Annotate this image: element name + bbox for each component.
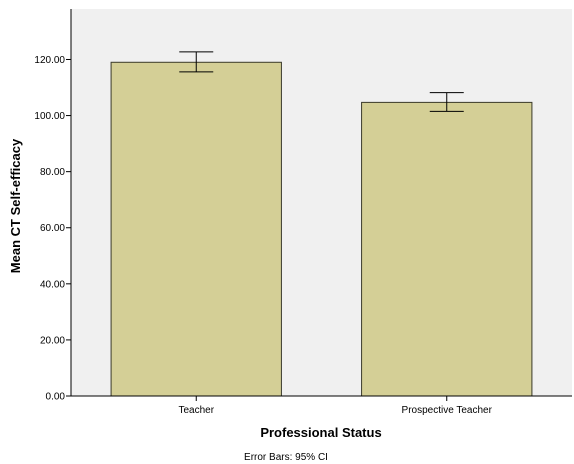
x-axis: Teacher Prospective Teacher	[71, 395, 572, 416]
y-tick-label: 120.00	[34, 55, 65, 66]
y-axis: 0.00 20.00 40.00 60.00 80.00 100.00 120.00	[34, 9, 72, 403]
x-tick-label: Teacher	[178, 405, 214, 416]
y-tick-label: 40.00	[40, 279, 65, 290]
y-tick-label: 20.00	[40, 335, 65, 346]
bar	[361, 101, 533, 397]
bar	[110, 61, 282, 397]
y-tick-label: 100.00	[34, 111, 65, 122]
y-tick-label: 60.00	[40, 223, 65, 234]
x-tick-label: Prospective Teacher	[402, 405, 493, 416]
bars-layer	[110, 51, 533, 397]
x-axis-title: Professional Status	[260, 425, 381, 440]
y-axis-title: Mean CT Self-efficacy	[8, 138, 23, 273]
error-bars-note: Error Bars: 95% CI	[244, 452, 328, 463]
y-tick-label: 0.00	[46, 392, 66, 403]
y-tick-label: 80.00	[40, 167, 65, 178]
